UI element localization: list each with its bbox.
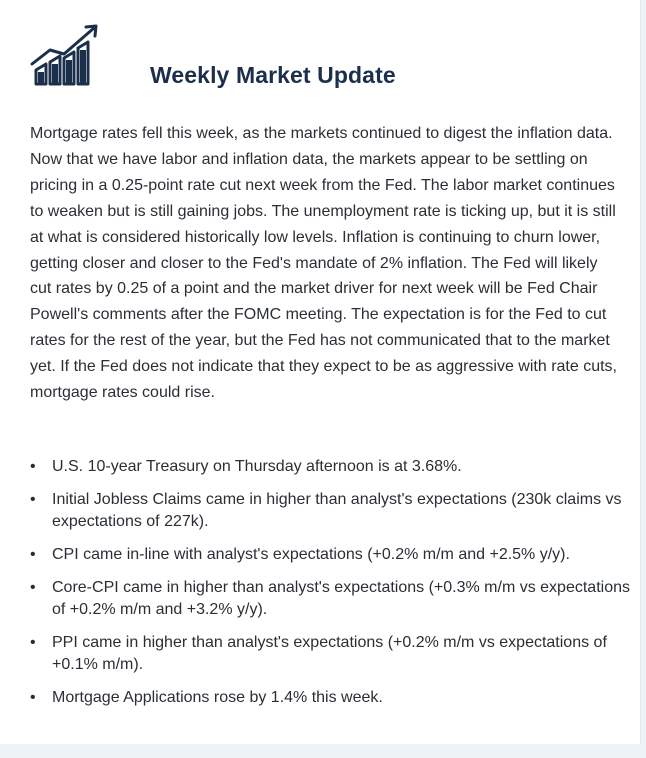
list-item-text: Mortgage Applications rose by 1.4% this … <box>52 689 383 706</box>
list-item-text: Core-CPI came in higher than analyst's e… <box>52 579 630 618</box>
list-item: • Core-CPI came in higher than analyst's… <box>30 577 630 621</box>
list-item: • PPI came in higher than analyst's expe… <box>30 632 630 676</box>
list-item: • Mortgage Applications rose by 1.4% thi… <box>30 687 630 709</box>
list-item-text: Initial Jobless Claims came in higher th… <box>52 491 622 530</box>
bullet-icon: • <box>30 458 36 475</box>
key-points-list: • U.S. 10-year Treasury on Thursday afte… <box>30 456 630 720</box>
list-item-text: CPI came in-line with analyst's expectat… <box>52 546 570 563</box>
list-item-text: U.S. 10-year Treasury on Thursday aftern… <box>52 458 462 475</box>
rising-bar-chart-icon <box>30 24 98 86</box>
bullet-icon: • <box>30 546 36 563</box>
list-item: • CPI came in-line with analyst's expect… <box>30 544 630 566</box>
market-update-card: Weekly Market Update Mortgage rates fell… <box>0 0 641 744</box>
bullet-icon: • <box>30 579 36 596</box>
list-item-text: PPI came in higher than analyst's expect… <box>52 634 607 673</box>
summary-paragraph: Mortgage rates fell this week, as the ma… <box>30 125 617 402</box>
list-item: • U.S. 10-year Treasury on Thursday afte… <box>30 456 630 478</box>
page-title: Weekly Market Update <box>150 62 396 88</box>
bullet-icon: • <box>30 689 36 706</box>
bullet-icon: • <box>30 491 36 508</box>
list-item: • Initial Jobless Claims came in higher … <box>30 489 630 533</box>
bullet-icon: • <box>30 634 36 651</box>
